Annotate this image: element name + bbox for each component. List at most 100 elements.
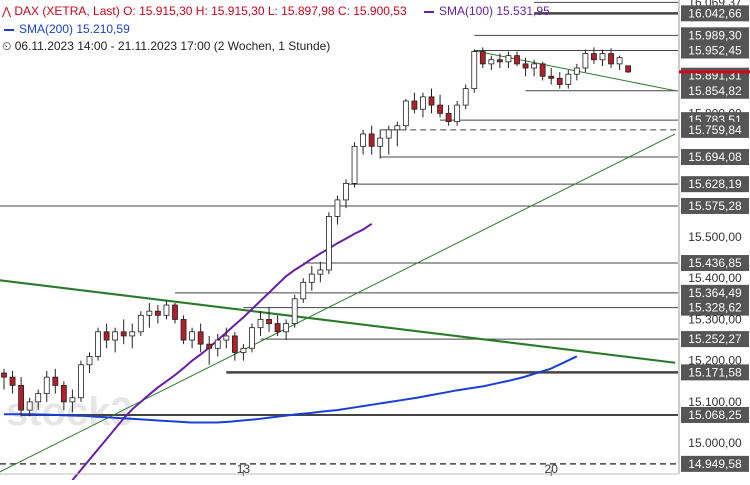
- candle[interactable]: [206, 343, 213, 349]
- candle[interactable]: [43, 376, 50, 395]
- price-tick-label: 15.328,62: [688, 301, 742, 315]
- candle[interactable]: [9, 376, 16, 386]
- candle[interactable]: [616, 57, 623, 65]
- candle[interactable]: [445, 112, 452, 122]
- candle[interactable]: [573, 67, 580, 75]
- candle[interactable]: [514, 55, 520, 65]
- candle[interactable]: [471, 51, 478, 90]
- candle[interactable]: [60, 384, 67, 403]
- candle[interactable]: [462, 88, 469, 106]
- candle[interactable]: [26, 401, 33, 411]
- price-tick-label: 15.100,00: [688, 395, 742, 409]
- candle[interactable]: [531, 63, 537, 69]
- candle[interactable]: [428, 96, 435, 106]
- price-tick-label: 15.364,49: [688, 286, 742, 300]
- candle[interactable]: [360, 133, 367, 147]
- candle[interactable]: [223, 335, 230, 341]
- candle[interactable]: [565, 73, 572, 85]
- sma200-line[interactable]: [4, 355, 578, 424]
- candle[interactable]: [154, 310, 161, 316]
- sma100-label[interactable]: SMA(100) 15.531,95: [439, 4, 550, 18]
- candle[interactable]: [522, 63, 529, 69]
- candle[interactable]: [385, 129, 392, 139]
- candle[interactable]: [556, 77, 563, 85]
- candle[interactable]: [539, 63, 546, 77]
- candle[interactable]: [78, 364, 84, 399]
- candle[interactable]: [180, 319, 187, 341]
- candle[interactable]: [334, 199, 341, 217]
- candle[interactable]: [112, 331, 119, 341]
- candle[interactable]: [317, 269, 324, 275]
- candle[interactable]: [231, 335, 238, 353]
- candle[interactable]: [377, 137, 384, 147]
- candle[interactable]: [582, 53, 589, 69]
- price-tick-label: 16.069,37: [688, 0, 742, 9]
- candle[interactable]: [266, 319, 272, 324]
- candle[interactable]: [214, 339, 221, 349]
- sma100-swatch: [424, 10, 434, 13]
- candle[interactable]: [18, 384, 25, 411]
- candle[interactable]: [488, 59, 495, 65]
- candle[interactable]: [437, 104, 443, 114]
- candle[interactable]: [411, 100, 418, 110]
- chart-legend: ⋀ DAX (XETRA, Last) O: 15.915,30 H: 15.9…: [2, 3, 550, 55]
- candle[interactable]: [86, 356, 93, 366]
- sma100-line[interactable]: [71, 223, 373, 481]
- candle[interactable]: [120, 331, 127, 337]
- candle[interactable]: [189, 331, 196, 341]
- candle[interactable]: [1, 372, 7, 378]
- candle[interactable]: [283, 323, 290, 333]
- candle[interactable]: [505, 55, 512, 63]
- sma200-swatch: [4, 28, 14, 31]
- price-tag-box: [681, 149, 749, 166]
- candle[interactable]: [129, 331, 136, 337]
- candle[interactable]: [257, 319, 264, 329]
- candle[interactable]: [52, 376, 59, 386]
- price-tag-box: [681, 197, 749, 214]
- candle[interactable]: [402, 100, 409, 127]
- candle[interactable]: [479, 51, 486, 65]
- candle[interactable]: [608, 53, 614, 65]
- price-tag-box: [681, 27, 749, 44]
- candle[interactable]: [599, 53, 606, 61]
- candle[interactable]: [496, 59, 503, 63]
- candle[interactable]: [95, 331, 101, 357]
- candle[interactable]: [548, 75, 555, 79]
- candle[interactable]: [291, 298, 298, 324]
- candle[interactable]: [591, 53, 597, 61]
- candle[interactable]: [625, 65, 632, 73]
- candle[interactable]: [394, 125, 401, 131]
- watermark-logo: stock3: [6, 390, 133, 434]
- price-tick-label: 15.171,58: [688, 365, 742, 379]
- candle[interactable]: [240, 347, 247, 353]
- candle[interactable]: [308, 273, 315, 283]
- candle[interactable]: [69, 397, 76, 403]
- price-tick-label: 16.042,66: [688, 6, 742, 20]
- candle[interactable]: [146, 310, 153, 316]
- trendline[interactable]: [0, 279, 676, 364]
- candle[interactable]: [274, 323, 281, 333]
- candle[interactable]: [197, 331, 204, 345]
- candle[interactable]: [300, 281, 307, 300]
- price-tag-box: [681, 82, 749, 99]
- sma200-row: SMA(200) 15.210,59: [2, 21, 407, 38]
- trendline[interactable]: [0, 133, 676, 473]
- sma200-label[interactable]: SMA(200) 15.210,59: [19, 22, 130, 36]
- candle[interactable]: [368, 133, 375, 147]
- candle[interactable]: [35, 393, 42, 403]
- candle[interactable]: [420, 96, 426, 110]
- instrument-ohlc[interactable]: DAX (XETRA, Last) O: 15.915,30 H: 15.915…: [14, 4, 407, 18]
- candle[interactable]: [137, 314, 144, 333]
- instrument-row: ⋀ DAX (XETRA, Last) O: 15.915,30 H: 15.9…: [2, 3, 407, 21]
- price-tag-box: [681, 331, 749, 348]
- candle[interactable]: [103, 331, 110, 341]
- candle[interactable]: [454, 104, 461, 122]
- candle[interactable]: [172, 304, 178, 320]
- candle[interactable]: [351, 145, 358, 184]
- candle[interactable]: [249, 327, 255, 349]
- candle[interactable]: [325, 215, 332, 271]
- candle[interactable]: [343, 183, 349, 201]
- candle[interactable]: [163, 304, 170, 316]
